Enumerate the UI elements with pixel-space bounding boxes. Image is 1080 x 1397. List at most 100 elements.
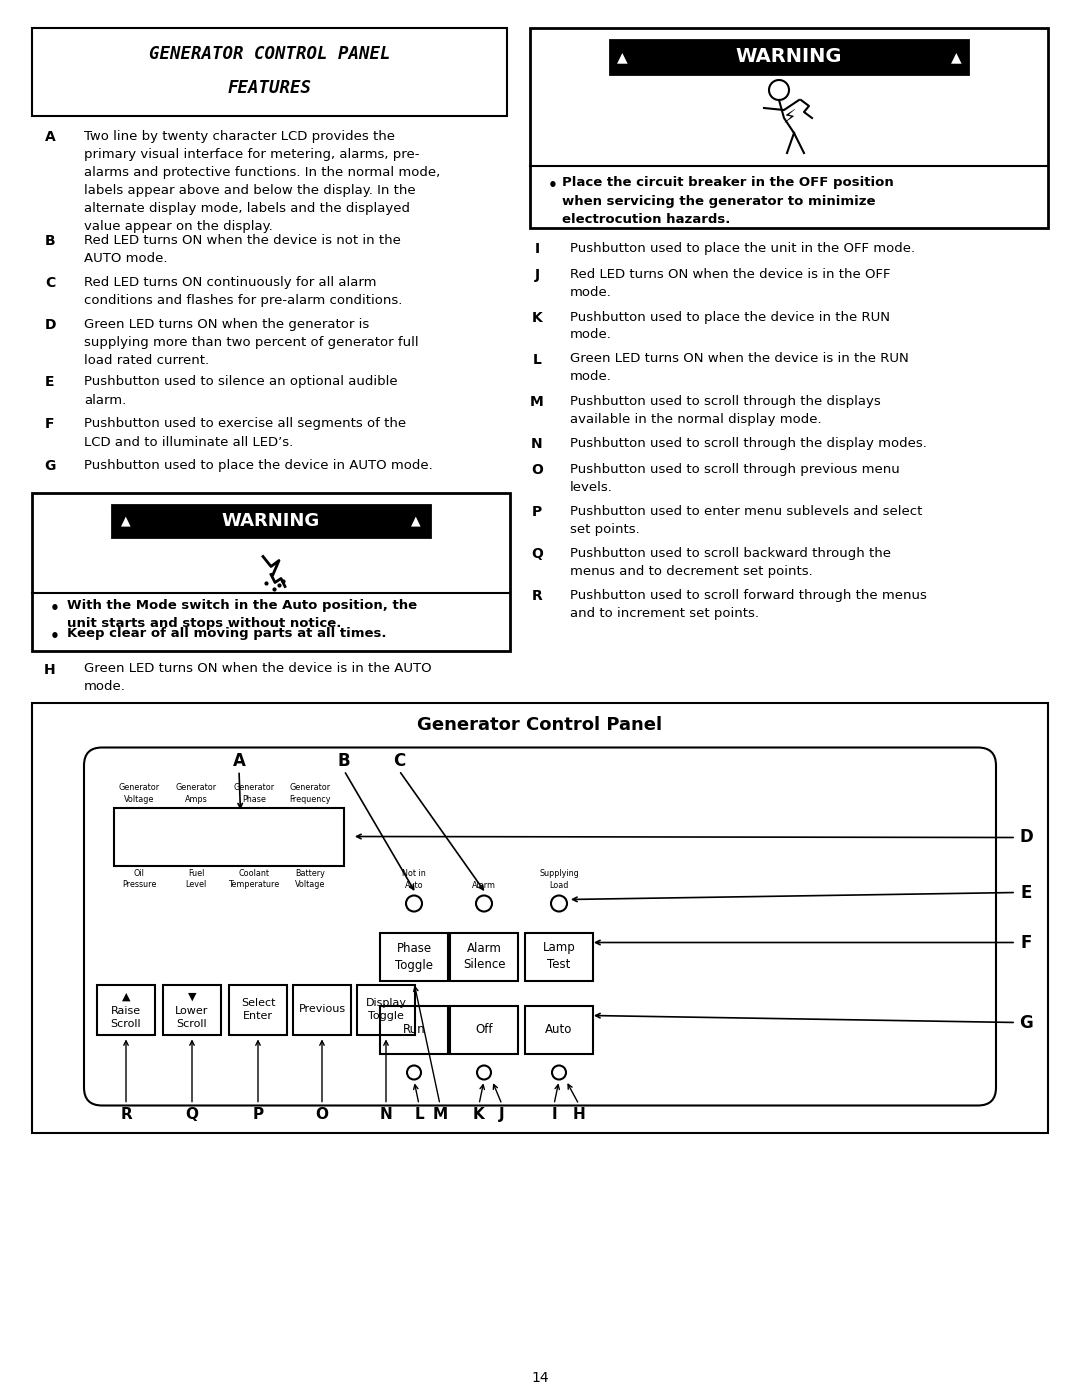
Bar [293, 985, 351, 1035]
Bar [97, 985, 156, 1035]
Text: •: • [50, 629, 59, 644]
Text: L: L [532, 352, 541, 366]
Text: Generator
Voltage: Generator Voltage [119, 784, 160, 803]
Text: D: D [1020, 828, 1032, 847]
Text: L: L [415, 1106, 423, 1122]
Bar [380, 933, 448, 981]
Text: Q: Q [531, 548, 543, 562]
Text: ▼: ▼ [188, 992, 197, 1002]
Text: Pushbutton used to silence an optional audible
alarm.: Pushbutton used to silence an optional a… [84, 376, 397, 407]
Text: Pushbutton used to scroll through the display modes.: Pushbutton used to scroll through the di… [570, 436, 927, 450]
Text: Off: Off [475, 1023, 492, 1037]
Text: P: P [253, 1106, 264, 1122]
Text: •: • [548, 177, 558, 193]
Text: Oil
Pressure: Oil Pressure [122, 869, 157, 888]
Bar [380, 1006, 448, 1053]
Text: Raise
Scroll: Raise Scroll [110, 1006, 141, 1028]
Text: Lamp
Test: Lamp Test [542, 942, 576, 971]
Bar [114, 807, 345, 866]
Text: Pushbutton used to enter menu sublevels and select
set points.: Pushbutton used to enter menu sublevels … [570, 504, 922, 536]
Text: J: J [535, 268, 540, 282]
Text: P: P [531, 504, 542, 520]
Bar [530, 28, 1048, 228]
Text: Green LED turns ON when the device is in the RUN
mode.: Green LED turns ON when the device is in… [570, 352, 908, 384]
Text: FEATURES: FEATURES [228, 80, 311, 96]
Text: O: O [531, 462, 543, 476]
Text: ▲: ▲ [617, 50, 627, 64]
Text: Red LED turns ON continuously for all alarm
conditions and flashes for pre-alarm: Red LED turns ON continuously for all al… [84, 277, 403, 307]
Text: Pushbutton used to scroll forward through the menus
and to increment set points.: Pushbutton used to scroll forward throug… [570, 590, 927, 620]
Text: ⚡: ⚡ [782, 109, 796, 127]
Bar [525, 933, 593, 981]
Text: C: C [393, 752, 405, 770]
Text: F: F [45, 418, 55, 432]
Bar [450, 933, 518, 981]
Text: I: I [535, 242, 540, 256]
Text: Coolant
Temperature: Coolant Temperature [228, 869, 280, 888]
Text: D: D [44, 319, 56, 332]
Text: ▲: ▲ [121, 514, 131, 527]
Text: Supplying
Load: Supplying Load [539, 869, 579, 890]
Bar [32, 703, 1048, 1133]
Text: N: N [380, 1106, 392, 1122]
Text: Fuel
Level: Fuel Level [186, 869, 206, 888]
Text: C: C [45, 277, 55, 291]
Text: J: J [499, 1106, 504, 1122]
Text: Pushbutton used to place the device in the RUN
mode.: Pushbutton used to place the device in t… [570, 310, 890, 341]
Text: Pushbutton used to scroll through previous menu
levels.: Pushbutton used to scroll through previo… [570, 462, 900, 495]
Text: Keep clear of all moving parts at all times.: Keep clear of all moving parts at all ti… [67, 626, 387, 640]
Text: Battery
Voltage: Battery Voltage [295, 869, 325, 888]
Text: B: B [44, 235, 55, 249]
Text: N: N [531, 436, 543, 450]
Text: Lower
Scroll: Lower Scroll [175, 1006, 208, 1028]
Text: Generator
Phase: Generator Phase [233, 784, 274, 803]
Text: A: A [44, 130, 55, 144]
Text: Pushbutton used to place the unit in the OFF mode.: Pushbutton used to place the unit in the… [570, 242, 915, 256]
Text: Display
Toggle: Display Toggle [365, 999, 406, 1021]
Text: Green LED turns ON when the device is in the AUTO
mode.: Green LED turns ON when the device is in… [84, 662, 432, 693]
Text: Run: Run [403, 1023, 426, 1037]
Text: Generator
Frequency: Generator Frequency [289, 784, 330, 803]
Bar [163, 985, 221, 1035]
Text: K: K [473, 1106, 485, 1122]
Text: E: E [45, 376, 55, 390]
Text: G: G [1020, 1013, 1032, 1031]
Text: O: O [315, 1106, 328, 1122]
Text: GENERATOR CONTROL PANEL: GENERATOR CONTROL PANEL [149, 45, 390, 63]
Text: Pushbutton used to exercise all segments of the
LCD and to illuminate all LED’s.: Pushbutton used to exercise all segments… [84, 418, 406, 448]
Text: H: H [44, 662, 56, 676]
Text: WARNING: WARNING [735, 47, 842, 67]
Text: With the Mode switch in the Auto position, the
unit starts and stops without not: With the Mode switch in the Auto positio… [67, 598, 417, 630]
Text: Place the circuit breaker in the OFF position
when servicing the generator to mi: Place the circuit breaker in the OFF pos… [562, 176, 894, 226]
Text: Alarm
Silence: Alarm Silence [462, 942, 505, 971]
Text: H: H [572, 1106, 585, 1122]
Bar [32, 493, 510, 651]
Text: Previous: Previous [298, 1004, 346, 1014]
Text: Auto: Auto [545, 1023, 572, 1037]
Text: Generator Control Panel: Generator Control Panel [418, 715, 662, 733]
Text: WARNING: WARNING [221, 511, 320, 529]
Text: A: A [232, 752, 245, 770]
Text: B: B [338, 752, 350, 770]
Bar [32, 28, 507, 116]
Text: Phase
Toggle: Phase Toggle [395, 942, 433, 971]
Text: G: G [44, 460, 56, 474]
Text: Red LED turns ON when the device is in the OFF
mode.: Red LED turns ON when the device is in t… [570, 268, 891, 299]
Bar [450, 1006, 518, 1053]
Text: Q: Q [186, 1106, 199, 1122]
Text: Alarm: Alarm [472, 880, 496, 890]
Text: E: E [1021, 883, 1031, 901]
Bar [229, 985, 287, 1035]
Text: K: K [531, 310, 542, 324]
Text: Two line by twenty character LCD provides the
primary visual interface for meter: Two line by twenty character LCD provide… [84, 130, 441, 233]
Bar [357, 985, 415, 1035]
Text: M: M [432, 1106, 447, 1122]
Text: Generator
Amps: Generator Amps [175, 784, 217, 803]
Text: M: M [530, 394, 544, 408]
Bar [525, 1006, 593, 1053]
Text: Green LED turns ON when the generator is
supplying more than two percent of gene: Green LED turns ON when the generator is… [84, 319, 419, 367]
Text: ▲: ▲ [411, 514, 421, 527]
Text: F: F [1021, 933, 1031, 951]
Text: Red LED turns ON when the device is not in the
AUTO mode.: Red LED turns ON when the device is not … [84, 235, 401, 265]
Text: Not in
Auto: Not in Auto [402, 869, 426, 890]
